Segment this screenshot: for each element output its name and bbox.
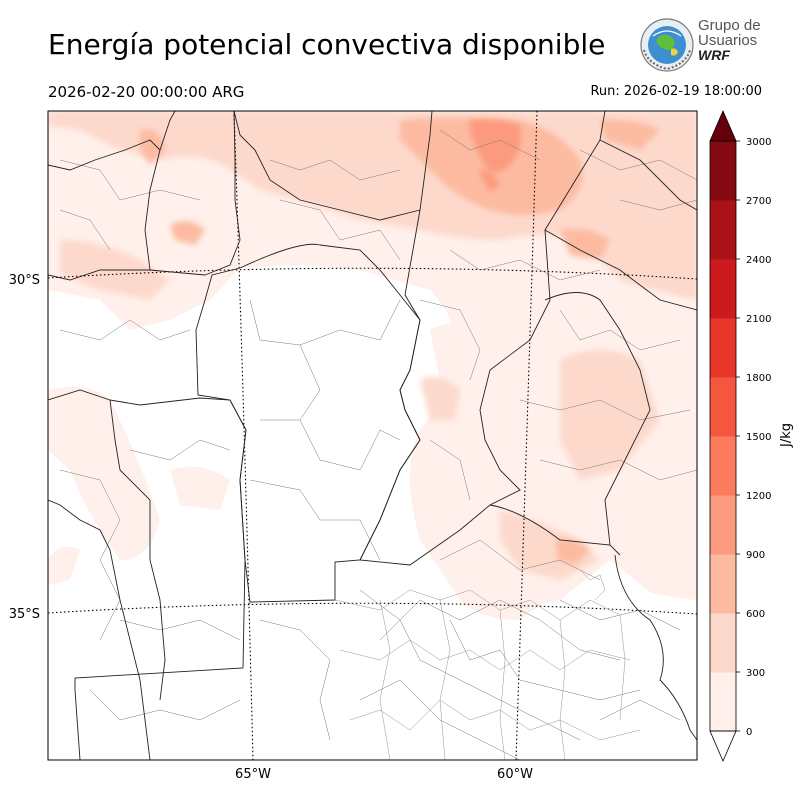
- colorbar-bin: [710, 318, 736, 378]
- page-title: Energía potencial convectiva disponible: [48, 28, 606, 61]
- colorbar-outline: [709, 140, 737, 732]
- run-time: Run: 2026-02-19 18:00:00: [590, 84, 762, 99]
- colorbar-bin: [710, 554, 736, 614]
- colorbar-bin: [710, 495, 736, 555]
- colorbar-tick-label: 0: [746, 727, 752, 738]
- globe-icon: [640, 18, 694, 72]
- colorbar-tick-label: 900: [746, 550, 765, 561]
- colorbar-label: J/kg: [779, 423, 794, 448]
- colorbar-bin: [710, 672, 736, 732]
- cape-field: [48, 111, 697, 760]
- colorbar-bin: [710, 436, 736, 496]
- valid-time: 2026-02-20 00:00:00 ARG: [48, 83, 245, 101]
- colorbar-tick-label: 600: [746, 609, 765, 620]
- department-boundaries: [59, 129, 697, 760]
- colorbar-extend-min: [709, 730, 737, 763]
- wrf-logo: Grupo de Usuarios WRF: [638, 16, 768, 74]
- colorbar-tick-label: 2100: [746, 314, 771, 325]
- colorbar-bin: [710, 259, 736, 319]
- colorbar-tick-label: 1500: [746, 432, 771, 443]
- logo-line-3: WRF: [698, 47, 730, 63]
- colorbar-bin: [710, 141, 736, 201]
- colorbar-tick-label: 2400: [746, 255, 771, 266]
- colorbar-tick-label: 3000: [746, 137, 771, 148]
- colorbar-tick-label: 300: [746, 668, 765, 679]
- logo-line-1: Grupo de: [698, 17, 761, 34]
- colorbar-bin: [710, 613, 736, 673]
- graticule: [48, 111, 697, 760]
- lon-label-65: 65°W: [235, 767, 271, 782]
- colorbar-extend-max: [709, 109, 737, 142]
- map-frame: [47, 110, 698, 761]
- lat-label-30: 30°S: [9, 273, 40, 288]
- colorbar-bin: [710, 200, 736, 260]
- lon-label-60: 60°W: [497, 767, 533, 782]
- logo-line-2: Usuarios: [698, 32, 758, 49]
- lat-label-35: 35°S: [9, 607, 40, 622]
- province-boundaries: [48, 111, 697, 760]
- colorbar-tick-label: 2700: [746, 196, 771, 207]
- colorbar-tick-label: 1800: [746, 373, 771, 384]
- colorbar-bin: [710, 377, 736, 437]
- colorbar-tick-label: 1200: [746, 491, 771, 502]
- colorbar: 0 300 600 900 1200 1500 1800 2100 2400 2700 3000: [709, 109, 771, 763]
